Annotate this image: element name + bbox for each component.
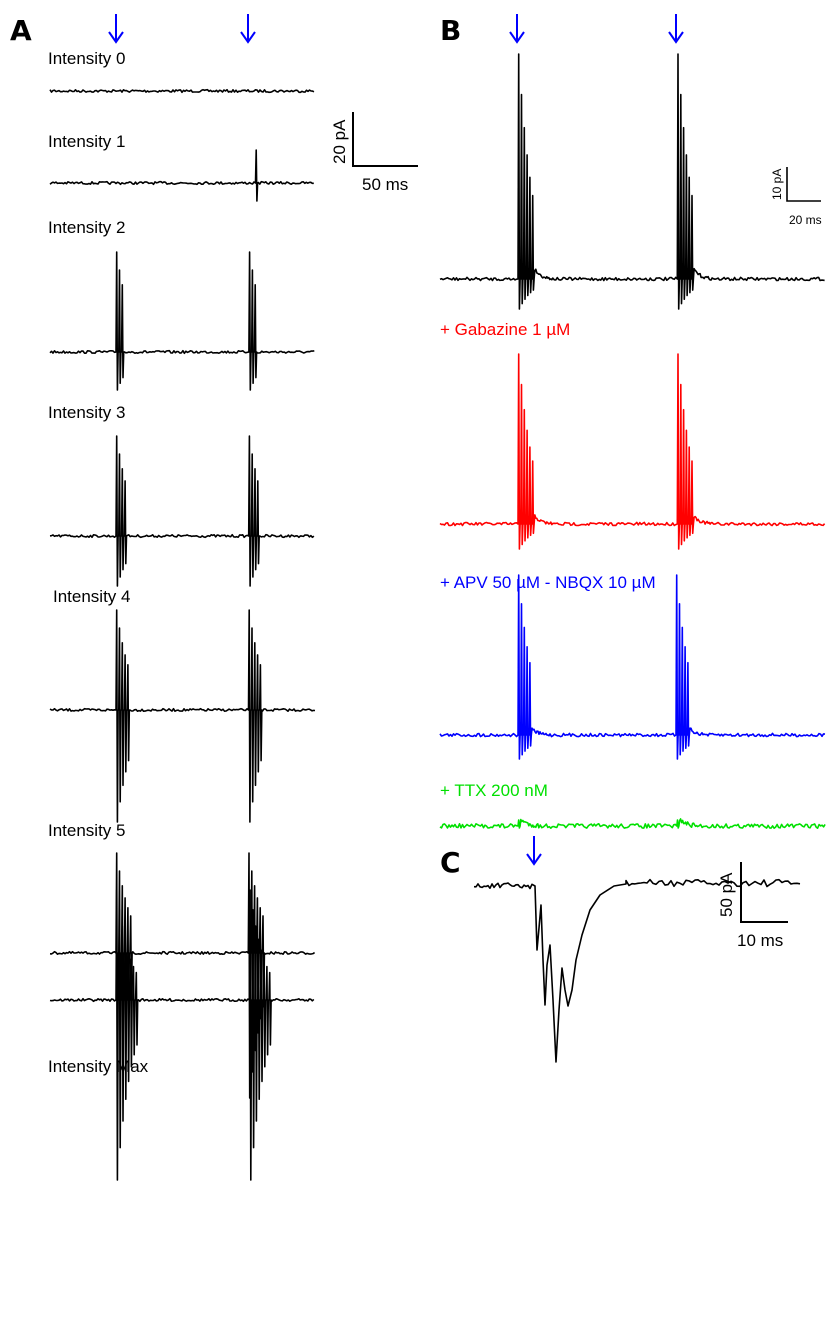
trace-a5-label: Intensity 5 <box>48 821 126 840</box>
stimulus-arrow-c-icon <box>526 835 542 865</box>
trace-a6 <box>49 889 315 1181</box>
scale-bar-a-x-label: 50 ms <box>362 175 408 194</box>
trace-a3-label: Intensity 3 <box>48 403 126 422</box>
trace-a0 <box>49 88 315 94</box>
scale-bar-a-y-label: 20 pA <box>330 119 349 164</box>
scale-bar-b-y-label: 10 pA <box>770 169 784 200</box>
scale-bar-c-y-label: 50 pA <box>717 872 736 917</box>
trace-b1 <box>439 353 826 550</box>
panel-b: B + Gabazine 1 µM + APV 50 µM - NBQX 10 … <box>439 13 826 829</box>
trace-c <box>473 878 801 1063</box>
scale-bar-b: 10 pA 20 ms <box>770 167 822 227</box>
trace-a1-label: Intensity 1 <box>48 132 126 151</box>
scale-bar-c: 50 pA 10 ms <box>717 862 788 950</box>
trace-b2 <box>439 574 826 760</box>
panel-b-letter: B <box>440 14 461 47</box>
trace-a2-label: Intensity 2 <box>48 218 126 237</box>
scale-bar-b-x-label: 20 ms <box>789 213 822 227</box>
trace-a4 <box>49 609 316 823</box>
panel-a-letter: A <box>10 14 32 47</box>
trace-a5 <box>49 852 316 1099</box>
trace-a0-label: Intensity 0 <box>48 49 126 68</box>
trace-b2-label: + APV 50 µM - NBQX 10 µM <box>440 573 656 592</box>
scale-bar-a: 20 pA 50 ms <box>330 112 418 194</box>
trace-b3 <box>439 818 826 829</box>
panel-a: A Intensity 0 Intensity 1 Intensity 2 In… <box>10 13 418 1181</box>
panel-c: C 50 pA 10 ms <box>440 835 801 1063</box>
trace-a4-label: Intensity 4 <box>53 587 131 606</box>
trace-b3-label: + TTX 200 nM <box>440 781 548 800</box>
trace-b0 <box>439 53 825 310</box>
stimulus-arrow-a1-icon <box>108 13 124 43</box>
trace-b1-label: + Gabazine 1 µM <box>440 320 570 339</box>
trace-a1 <box>49 149 314 202</box>
stimulus-arrow-b2-icon <box>668 13 684 43</box>
stimulus-arrow-a2-icon <box>240 13 256 43</box>
trace-a2 <box>49 251 315 391</box>
panel-c-letter: C <box>440 846 461 879</box>
stimulus-arrow-b1-icon <box>509 13 525 43</box>
trace-a3 <box>49 435 315 587</box>
trace-a6-label: Intensity Max <box>48 1057 149 1076</box>
scale-bar-c-x-label: 10 ms <box>737 931 783 950</box>
